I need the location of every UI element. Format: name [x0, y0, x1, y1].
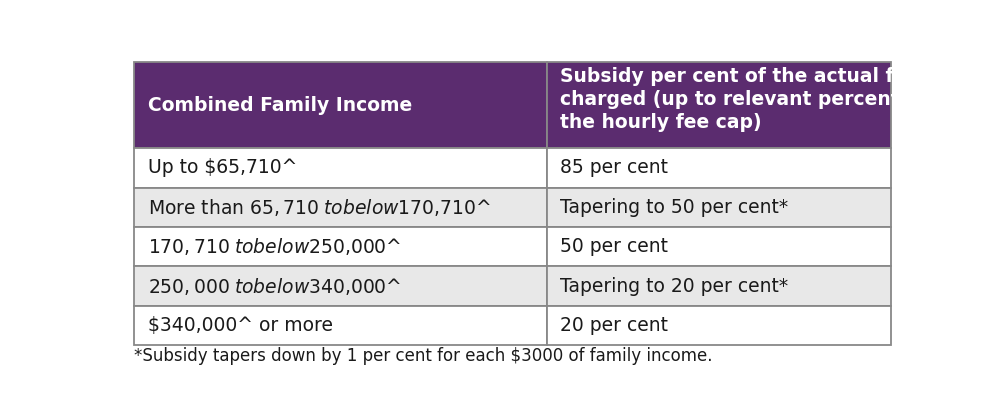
Bar [134, 266, 547, 306]
Text: 85 per cent: 85 per cent [560, 158, 668, 177]
Bar [134, 148, 547, 188]
Text: $340,000^ or more: $340,000^ or more [148, 316, 333, 335]
Bar [547, 306, 891, 345]
Bar [134, 62, 547, 148]
Text: *Subsidy tapers down by 1 per cent for each $3000 of family income.: *Subsidy tapers down by 1 per cent for e… [134, 347, 713, 366]
Bar [547, 62, 891, 148]
Bar [134, 227, 547, 266]
Bar [547, 148, 891, 188]
Text: Combined Family Income: Combined Family Income [148, 96, 413, 115]
Text: $250,000^ to below $340,000^: $250,000^ to below $340,000^ [148, 275, 402, 297]
Text: More than $65,710^ to below $170,710^: More than $65,710^ to below $170,710^ [148, 197, 491, 218]
Text: Tapering to 20 per cent*: Tapering to 20 per cent* [560, 277, 789, 296]
Text: Up to $65,710^: Up to $65,710^ [148, 158, 298, 177]
Bar [134, 306, 547, 345]
Text: the hourly fee cap): the hourly fee cap) [560, 113, 762, 132]
Bar [547, 188, 891, 227]
Text: $170,710^ to below $250,000^: $170,710^ to below $250,000^ [148, 236, 402, 257]
Text: 20 per cent: 20 per cent [560, 316, 668, 335]
Bar [134, 188, 547, 227]
Text: Tapering to 50 per cent*: Tapering to 50 per cent* [560, 198, 789, 217]
Text: Subsidy per cent of the actual fee: Subsidy per cent of the actual fee [560, 67, 920, 86]
Bar [547, 266, 891, 306]
Bar [547, 227, 891, 266]
Text: 50 per cent: 50 per cent [560, 237, 668, 256]
Text: charged (up to relevant percentage of: charged (up to relevant percentage of [560, 90, 966, 109]
